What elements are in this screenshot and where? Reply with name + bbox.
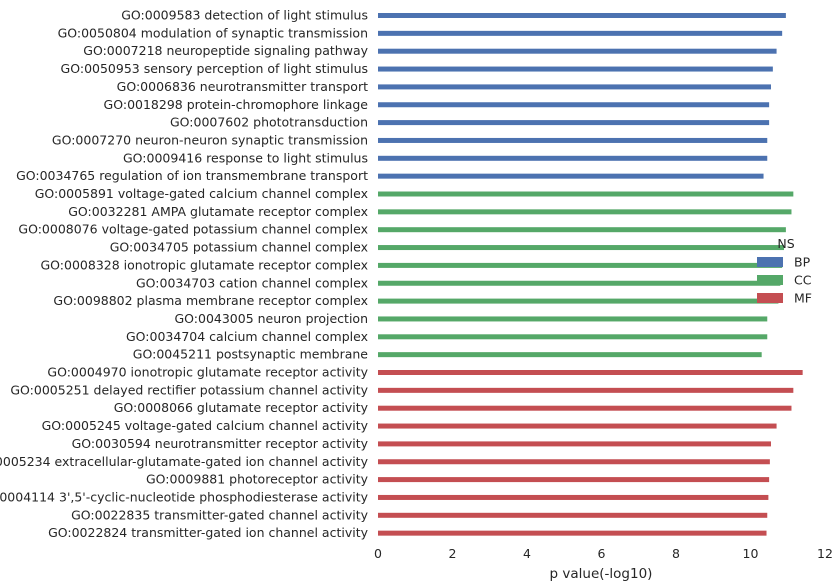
bar-mf: [378, 387, 794, 393]
category-label: GO:0004970 ionotropic glutamate receptor…: [47, 365, 368, 380]
bar-bp: [378, 13, 786, 18]
category-label: GO:0005891 voltage-gated calcium channel…: [35, 186, 368, 201]
category-label: GO:0009583 detection of light stimulus: [121, 8, 368, 23]
bar-mf: [378, 477, 770, 483]
bar-mf: [378, 459, 770, 465]
x-tick-label: 4: [523, 546, 531, 561]
category-label: GO:0098802 plasma membrane receptor comp…: [53, 293, 368, 308]
category-label: GO:0007270 neuron-neuron synaptic transm…: [52, 132, 368, 147]
bar-bp: [378, 66, 773, 72]
x-tick-label: 10: [743, 546, 759, 561]
bar-cc: [378, 298, 779, 304]
category-label: GO:0008076 voltage-gated potassium chann…: [18, 222, 368, 237]
category-label: GO:0034765 regulation of ion transmembra…: [16, 168, 368, 183]
legend-title: NS: [777, 236, 794, 251]
category-label: GO:0005251 delayed rectifier potassium c…: [10, 382, 368, 397]
bar-cc: [378, 352, 762, 358]
legend: NS BP CC MF: [757, 236, 812, 306]
bar-bp: [378, 30, 783, 36]
category-label: GO:0034704 calcium channel complex: [126, 329, 368, 344]
bar-mf: [378, 405, 792, 411]
category-label: GO:0008328 ionotropic glutamate receptor…: [41, 257, 369, 272]
category-label: GO:0008066 glutamate receptor activity: [114, 400, 369, 415]
category-label: GO:0045211 postsynaptic membrane: [133, 347, 369, 362]
bar-mf: [378, 441, 771, 447]
category-label: GO:0004114 3',5'-cyclic-nucleotide phosp…: [0, 489, 369, 504]
bar-cc: [378, 191, 794, 197]
legend-swatch-bp: [757, 257, 783, 267]
bar-bp: [378, 137, 768, 143]
bar-cc: [378, 262, 783, 268]
x-tick-label: 8: [672, 546, 680, 561]
bar-mf: [378, 494, 769, 500]
x-tick-label: 12: [817, 546, 833, 561]
category-label: GO:0007602 phototransduction: [170, 115, 368, 130]
legend-swatch-mf: [757, 293, 783, 303]
bar-mf: [378, 512, 768, 518]
category-label: GO:0006836 neurotransmitter transport: [117, 79, 368, 94]
category-label: GO:0022824 transmitter-gated ion channel…: [48, 525, 369, 540]
bar-bp: [378, 84, 771, 90]
bar-bp: [378, 173, 764, 179]
bar-bp: [378, 102, 770, 108]
x-axis-ticks: 0 2 4 6 8 10 12: [374, 546, 833, 561]
category-label: GO:0009881 photoreceptor activity: [146, 472, 369, 487]
category-label: GO:0032281 AMPA glutamate receptor compl…: [68, 204, 368, 219]
bar-cc: [378, 334, 768, 340]
legend-label-cc: CC: [794, 273, 812, 288]
bar-bp: [378, 155, 768, 161]
category-label: GO:0005234 extracellular-glutamate-gated…: [0, 454, 369, 469]
category-label: GO:0034703 cation channel complex: [136, 275, 368, 290]
x-axis-label: p value(-log10): [550, 566, 653, 582]
category-label: GO:0005245 voltage-gated calcium channel…: [42, 418, 369, 433]
category-label: GO:0043005 neuron projection: [174, 311, 368, 326]
category-label: GO:0050953 sensory perception of light s…: [61, 61, 368, 76]
bar-cc: [378, 245, 785, 251]
x-tick-label: 0: [374, 546, 382, 561]
x-tick-label: 2: [449, 546, 457, 561]
bars: [378, 13, 803, 536]
bar-mf: [378, 370, 803, 375]
category-label: GO:0050804 modulation of synaptic transm…: [58, 25, 368, 40]
category-label: GO:0030594 neurotransmitter receptor act…: [72, 436, 369, 451]
bar-mf: [378, 423, 777, 429]
category-label: GO:0009416 response to light stimulus: [123, 150, 368, 165]
bar-cc: [378, 209, 792, 215]
category-label: GO:0034705 potassium channel complex: [110, 240, 368, 255]
legend-label-mf: MF: [794, 291, 812, 306]
category-label: GO:0022835 transmitter-gated channel act…: [71, 507, 368, 522]
bar-mf: [378, 530, 767, 536]
category-labels: GO:0009583 detection of light stimulus GO…: [0, 8, 369, 541]
legend-label-bp: BP: [794, 255, 811, 270]
bar-bp: [378, 48, 777, 54]
bar-bp: [378, 120, 770, 126]
bar-cc: [378, 227, 786, 233]
x-tick-label: 6: [598, 546, 606, 561]
legend-swatch-cc: [757, 275, 783, 285]
category-label: GO:0018298 protein-chromophore linkage: [104, 97, 369, 112]
category-label: GO:0007218 neuropeptide signaling pathwa…: [83, 43, 368, 58]
bar-cc: [378, 316, 768, 322]
bar-cc: [378, 280, 781, 286]
